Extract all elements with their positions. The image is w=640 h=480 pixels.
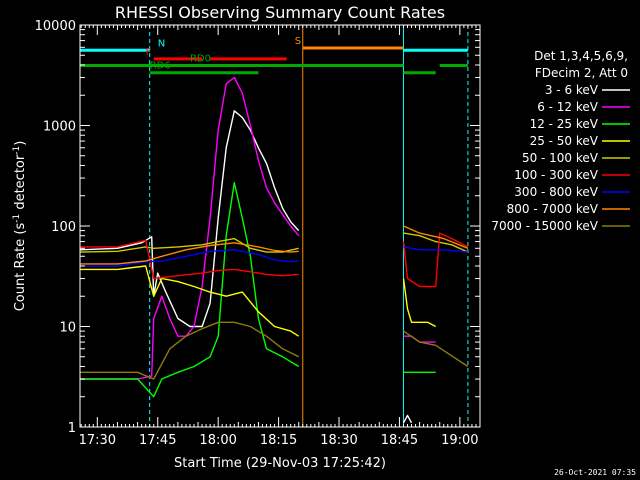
plot-area: N S F RD0 RD6 [79, 25, 469, 427]
legend-label: 7000 - 15000 keV [491, 219, 598, 233]
y-axis: 1 10 100 1000 10000 [35, 19, 480, 436]
flag-label-n: N [158, 38, 165, 49]
x-tick-label: 19:00 [441, 433, 478, 448]
chart-title: RHESSI Observing Summary Count Rates [115, 3, 445, 22]
y-tick-label: 1000 [43, 120, 76, 135]
x-tick-label: 17:45 [139, 433, 176, 448]
series-line [79, 237, 299, 253]
flag-label-rd6: RD6 [150, 61, 171, 72]
x-tick-label: 18:45 [381, 433, 418, 448]
plot-frame [79, 24, 481, 428]
series-line [403, 330, 469, 368]
series-line [80, 76, 300, 380]
legend-label: 100 - 300 keV [514, 168, 598, 182]
flag-label-rd0: RD0 [190, 54, 211, 65]
x-tick-label: 18:00 [199, 433, 236, 448]
y-axis-label: Count Rate (s-1 detector-1) [12, 141, 28, 312]
x-tick-label: 18:15 [260, 433, 297, 448]
series-line [80, 265, 300, 337]
legend-label: 50 - 100 keV [522, 151, 599, 165]
series-line [79, 110, 300, 328]
legend-label: 3 - 6 keV [545, 83, 599, 97]
legend-label: 800 - 7000 keV [507, 202, 599, 216]
flag-label-f: F [146, 47, 152, 58]
legend-header-1: Det 1,3,4,5,6,9, [534, 49, 628, 63]
legend-label: 300 - 800 keV [514, 185, 598, 199]
legend-label: 25 - 50 keV [530, 134, 599, 148]
x-axis: 17:30 17:45 18:00 18:15 18:30 18:45 19:00 [79, 25, 481, 448]
series-line [80, 239, 299, 280]
y-tick-label: 100 [51, 220, 76, 235]
flag-label-s: S [295, 36, 301, 47]
series-line [403, 246, 468, 253]
series-line [402, 414, 413, 424]
x-tick-label: 18:30 [320, 433, 357, 448]
x-tick-label: 17:30 [79, 433, 116, 448]
series-line [403, 335, 436, 343]
legend-label: 12 - 25 keV [530, 117, 599, 131]
series-line [80, 181, 300, 398]
series-line [402, 278, 437, 328]
series-line [403, 232, 469, 253]
series-line [402, 232, 469, 288]
series-line [403, 225, 469, 249]
series-line [80, 321, 300, 380]
y-tick-label: 10 [59, 321, 76, 336]
legend-label: 6 - 12 keV [537, 100, 599, 114]
legend: Det 1,3,4,5,6,9, FDecim 2, Att 0 3 - 6 k… [491, 49, 630, 233]
timestamp: 26-Oct-2021 07:35 [554, 468, 636, 477]
series-line [80, 242, 299, 265]
series-line [80, 249, 299, 267]
legend-header-2: FDecim 2, Att 0 [535, 66, 628, 80]
y-tick-label: 1 [68, 421, 76, 436]
x-axis-label: Start Time (29-Nov-03 17:25:42) [174, 456, 386, 471]
y-tick-label: 10000 [35, 19, 76, 34]
